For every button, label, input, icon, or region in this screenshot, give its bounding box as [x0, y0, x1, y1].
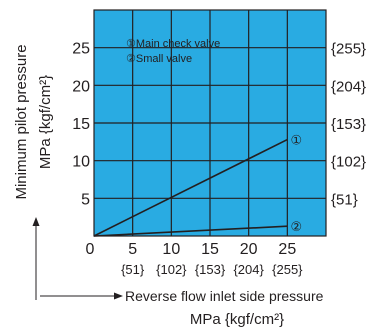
origin-label: 0 — [86, 241, 95, 258]
legend-entry-main-check-valve: ①Main check valve — [126, 38, 220, 50]
tick-labels: 0 5 {51} 10 {102} 15 {153} 20 {204} 25 {255} 5 {51} 1… — [72, 41, 366, 277]
legend-entry-small-valve: ②Small valve — [126, 53, 192, 65]
y-tick-label: 10 — [72, 154, 90, 171]
series-marker-label: ② — [291, 219, 303, 234]
x-sub-tick-label: {153} — [195, 262, 226, 277]
x-tick-label: 10 — [162, 241, 180, 258]
y-tick-label: 5 — [81, 191, 90, 208]
x-tick-label: 25 — [278, 241, 296, 258]
x-tick-label: 20 — [240, 241, 258, 258]
x-axis-arrowhead — [114, 292, 123, 300]
x-axis-label: Reverse flow inlet side pressure — [125, 288, 324, 304]
y-axis-arrowhead — [32, 217, 40, 226]
series-line — [93, 138, 288, 237]
y-right-tick-label: {51} — [331, 191, 358, 208]
y-right-tick-label: {204} — [331, 78, 366, 95]
y-right-tick-label: {255} — [331, 41, 366, 58]
x-tick-label: 5 — [128, 241, 137, 258]
x-sub-tick-label: {102} — [156, 262, 187, 277]
y-tick-label: 15 — [72, 116, 90, 133]
y-axis-unit: MPa {kgf/cm²} — [37, 75, 54, 169]
series-marker-label: ① — [291, 133, 303, 148]
plot-border — [93, 9, 327, 237]
x-sub-tick-label: {204} — [233, 262, 264, 277]
y-right-tick-label: {102} — [331, 154, 366, 171]
x-sub-tick-label: {51} — [121, 262, 145, 277]
x-sub-tick-label: {255} — [272, 262, 303, 277]
grid-lines — [93, 9, 327, 237]
y-tick-label: 25 — [72, 41, 90, 58]
y-right-tick-label: {153} — [331, 116, 366, 133]
y-tick-label: 20 — [72, 78, 90, 95]
series-line — [93, 225, 288, 237]
x-tick-label: 15 — [201, 241, 219, 258]
y-axis-label: Minimum pilot pressure — [13, 44, 30, 199]
x-axis-unit: MPa {kgf/cm²} — [190, 311, 284, 328]
series-lines: ①② — [93, 133, 303, 237]
